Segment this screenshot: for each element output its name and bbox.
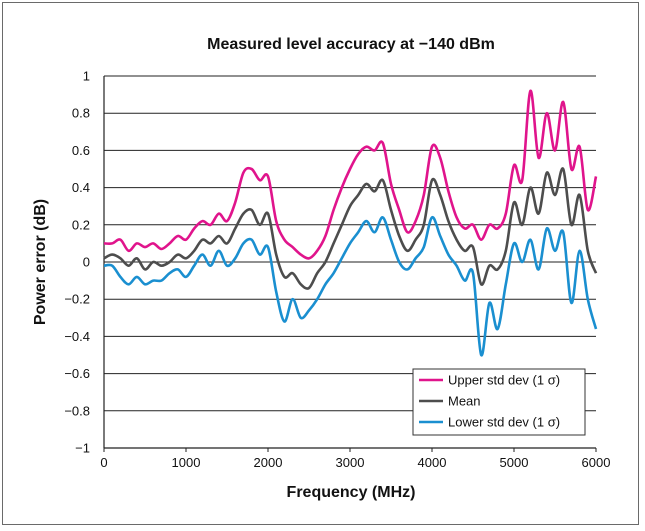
y-axis-label: Power error (dB) [32,199,49,325]
x-tick-label: 3000 [336,455,365,470]
y-tick-label: −0.2 [64,292,90,307]
y-tick-label: 0.8 [72,106,90,121]
legend-label: Mean [448,394,481,409]
x-tick-label: 0 [100,455,107,470]
series-line-lower-std-dev-1 [103,216,598,357]
y-tick-label: 0.2 [72,217,90,232]
series-line-upper-std-dev-1 [103,89,598,260]
legend-label: Upper std dev (1 σ) [448,373,560,388]
legend: Upper std dev (1 σ) Mean Lower std dev (1 … [412,368,586,436]
chart-frame [2,2,639,525]
x-axis-tick-labels: 0 1000 2000 3000 4000 5000 6000 [100,448,610,470]
y-tick-label: 1 [83,69,90,84]
x-tick-label: 6000 [582,455,611,470]
x-axis-label: Frequency (MHz) [287,484,416,501]
y-tick-label: −1 [75,441,90,456]
data-series [103,89,598,357]
y-tick-label: −0.4 [64,329,90,344]
horizontal-gridlines [104,75,596,412]
legend-label: Lower std dev (1 σ) [448,415,560,430]
x-tick-label: 4000 [418,455,447,470]
x-tick-label: 1000 [172,455,201,470]
x-tick-label: 2000 [254,455,283,470]
y-tick-label: 0.6 [72,143,90,158]
y-tick-label: −0.8 [64,403,90,418]
y-axis-tick-labels: 1 0.8 0.6 0.4 0.2 0 −0.2 −0.4 −0.6 −0.8 −1 [64,69,90,456]
x-tick-label: 5000 [500,455,529,470]
y-tick-label: 0 [83,255,90,270]
series-line-mean [103,167,598,290]
y-tick-label: −0.6 [64,366,90,381]
chart-title: Measured level accuracy at −140 dBm [207,36,495,53]
y-tick-label: 0.4 [72,180,90,195]
